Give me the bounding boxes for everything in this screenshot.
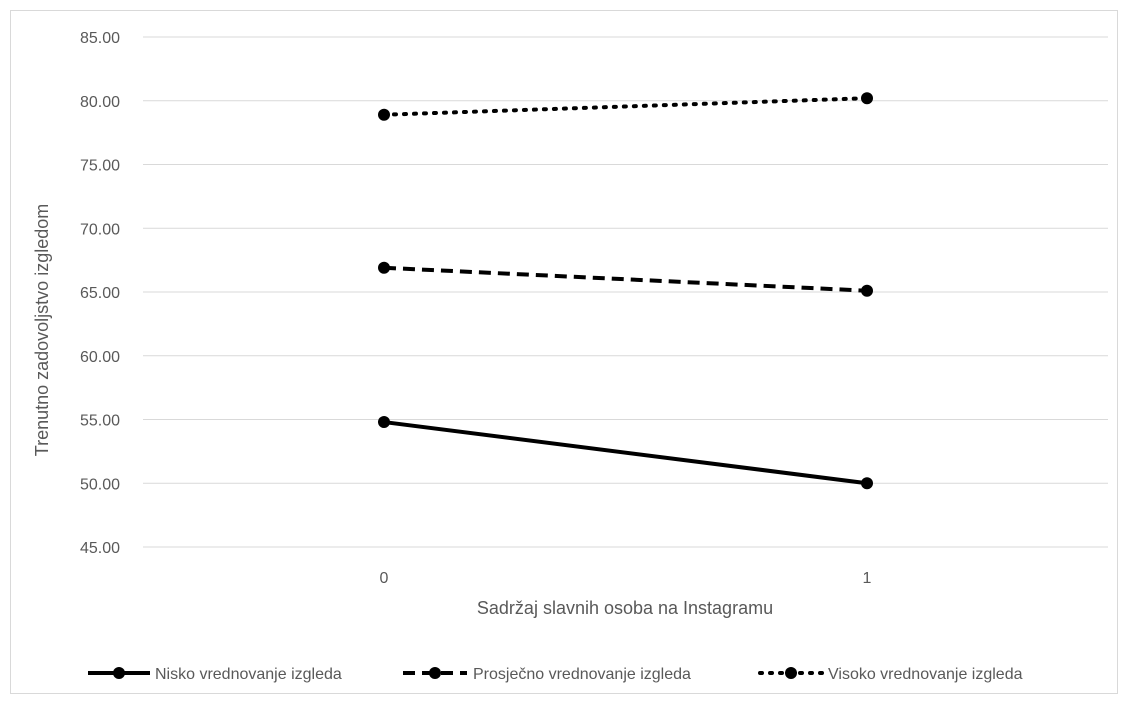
data-point [378,416,390,429]
data-point [378,261,390,274]
legend-label: Prosječno vrednovanje izgleda [473,666,691,683]
series-line-2 [382,96,869,117]
legend-label: Visoko vrednovanje izgleda [828,666,1023,683]
y-tick-label: 45.00 [80,540,120,557]
legend-label: Nisko vrednovanje izgleda [155,666,342,683]
y-tick-label: 70.00 [80,221,120,238]
y-tick-label: 80.00 [80,94,120,111]
series-line-1 [383,265,868,293]
gridlines [143,36,1108,548]
legend-swatch-marker [429,667,441,679]
y-tick-label: 85.00 [80,30,120,47]
legend-swatch-marker [113,667,125,679]
chart-frame [10,10,1118,694]
y-tick-label: 50.00 [80,476,120,493]
x-tick-label: 1 [863,570,872,587]
legend: Nisko vrednovanje izgleda Prosječno vredn… [88,666,1023,683]
x-axis-title: Sadržaj slavnih osoba na Instagramu [477,598,773,618]
legend-swatch-marker [785,667,797,679]
data-point [861,92,873,105]
y-tick-label: 75.00 [80,158,120,175]
y-axis-title: Trenutno zadovoljstvo izgledom [32,204,52,456]
data-point [378,108,390,121]
data-point [861,477,873,490]
x-tick-label: 0 [380,570,389,587]
data-point [861,284,873,297]
y-tick-label: 60.00 [80,349,120,366]
y-tick-label: 55.00 [80,413,120,430]
y-tick-label: 65.00 [80,285,120,302]
series-line-0 [383,420,868,486]
series-lines [378,92,873,490]
y-tick-labels: 45.00 50.00 55.00 60.00 65.00 70.00 75.00 80.00… [80,30,120,557]
